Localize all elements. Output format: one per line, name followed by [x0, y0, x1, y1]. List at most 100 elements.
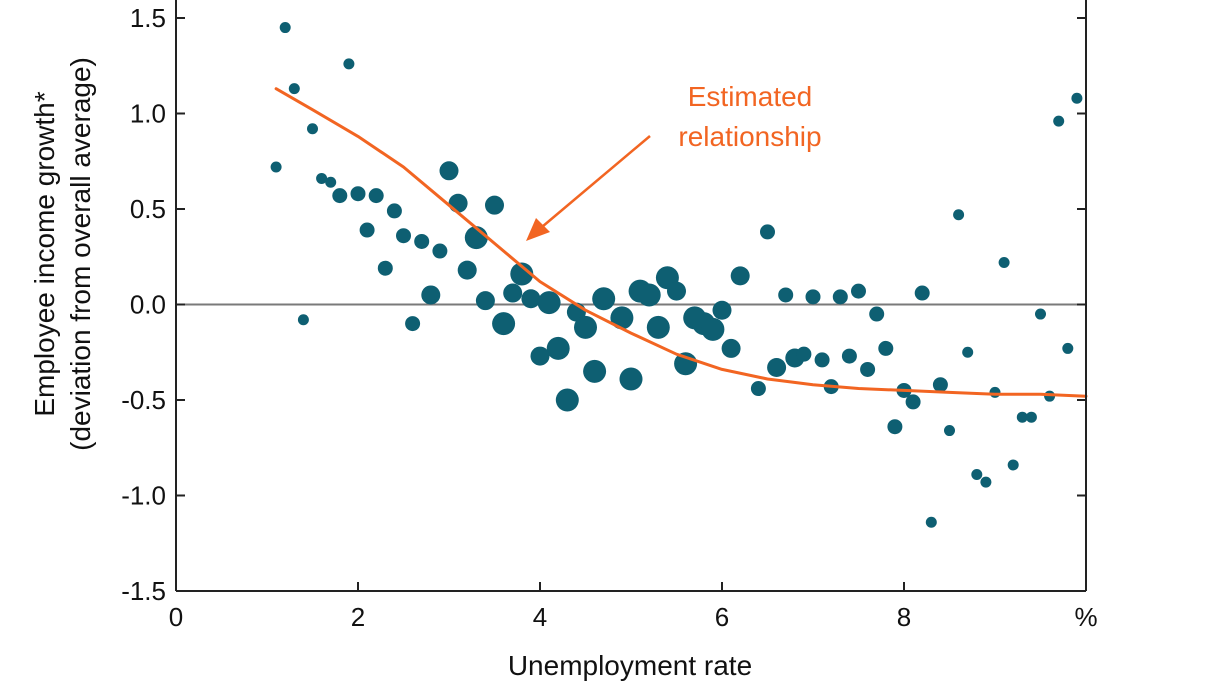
data-point	[457, 260, 477, 280]
data-point	[359, 222, 375, 238]
data-point	[521, 289, 541, 309]
data-point	[667, 281, 686, 301]
data-point	[325, 176, 337, 188]
data-point	[989, 386, 1001, 398]
data-point	[530, 346, 550, 366]
data-point	[860, 361, 876, 377]
y-axis-title: Employee income growth*	[29, 91, 60, 416]
y-tick-label: -0.5	[121, 385, 166, 415]
data-point	[439, 161, 459, 181]
data-point	[971, 468, 983, 480]
data-point	[905, 394, 921, 410]
data-point	[492, 312, 516, 336]
data-point	[721, 338, 741, 358]
data-point	[537, 291, 561, 315]
y-tick-label: 1.0	[130, 99, 166, 129]
x-axis-title: Unemployment rate	[508, 650, 752, 681]
data-point	[574, 315, 597, 339]
y-tick-label: -1.0	[121, 481, 166, 511]
x-tick-label: 4	[533, 602, 547, 632]
data-point	[851, 283, 866, 299]
data-point	[962, 346, 974, 358]
data-point	[343, 58, 355, 70]
x-tick-label: 2	[351, 602, 365, 632]
data-point	[796, 346, 812, 362]
x-tick-label: 8	[897, 602, 911, 632]
data-point	[368, 188, 384, 204]
data-point	[878, 340, 894, 356]
data-point	[485, 195, 504, 215]
data-point	[1035, 308, 1046, 320]
data-point	[316, 172, 328, 184]
data-point	[887, 419, 903, 435]
data-point	[270, 161, 282, 173]
data-point	[1016, 411, 1028, 423]
data-point	[288, 83, 300, 95]
y-tick-label: 1.5	[130, 3, 166, 33]
data-point	[421, 285, 441, 305]
data-point	[760, 224, 775, 240]
data-point	[914, 285, 930, 301]
data-point	[1071, 92, 1083, 104]
data-point	[932, 377, 948, 393]
data-point	[555, 388, 579, 412]
data-point	[712, 300, 732, 320]
x-tick-label: 0	[169, 602, 183, 632]
y-tick-label: 0.0	[130, 290, 166, 320]
y-tick-label: 0.5	[130, 194, 166, 224]
x-axis-unit: %	[1074, 602, 1097, 632]
data-point	[583, 359, 607, 383]
data-point	[778, 287, 794, 303]
data-point	[701, 317, 725, 341]
data-points	[270, 22, 1083, 528]
data-point	[998, 256, 1010, 268]
data-point	[610, 306, 634, 330]
data-point	[814, 352, 830, 368]
data-point	[925, 516, 937, 528]
data-point	[1007, 459, 1019, 471]
data-point	[475, 291, 495, 311]
data-point	[767, 358, 787, 378]
data-point	[503, 283, 523, 303]
data-point	[510, 262, 534, 286]
data-point	[637, 283, 661, 307]
data-point	[619, 367, 643, 391]
data-point	[805, 289, 821, 305]
data-point	[592, 287, 616, 311]
annotation: Estimated relationship	[526, 81, 822, 241]
annotation-arrow-shaft	[535, 135, 651, 233]
axes: 1.5 1.0 0.5 0.0 -0.5 -1.0 -1.50 2 4 6 8	[121, 0, 1087, 632]
data-point	[750, 381, 766, 397]
data-point	[448, 193, 468, 213]
data-point	[279, 22, 291, 34]
annotation-line-2: relationship	[678, 121, 821, 152]
data-point	[377, 260, 393, 276]
data-point	[332, 188, 348, 204]
data-point	[944, 425, 955, 437]
data-point	[730, 266, 750, 286]
annotation-line-1: Estimated	[688, 81, 813, 112]
data-point	[405, 316, 421, 332]
data-point	[307, 123, 318, 135]
fit-line	[274, 87, 1088, 398]
data-point	[953, 209, 965, 221]
data-point	[297, 314, 309, 326]
data-point	[546, 336, 570, 360]
data-point	[832, 289, 848, 305]
y-tick-label: -1.5	[121, 576, 166, 606]
data-point	[396, 228, 411, 244]
data-point	[980, 476, 992, 488]
x-tick-label: 6	[715, 602, 729, 632]
y-axis-subtitle: (deviation from overall average)	[65, 57, 96, 451]
data-point	[1025, 411, 1037, 423]
annotation-arrowhead	[526, 218, 550, 241]
data-point	[841, 348, 857, 364]
data-point	[414, 233, 430, 249]
data-point	[386, 203, 402, 219]
data-point	[350, 186, 366, 202]
fit-line-group	[274, 87, 1088, 398]
data-point	[432, 243, 448, 259]
data-point	[646, 315, 670, 339]
data-point	[1062, 342, 1074, 354]
